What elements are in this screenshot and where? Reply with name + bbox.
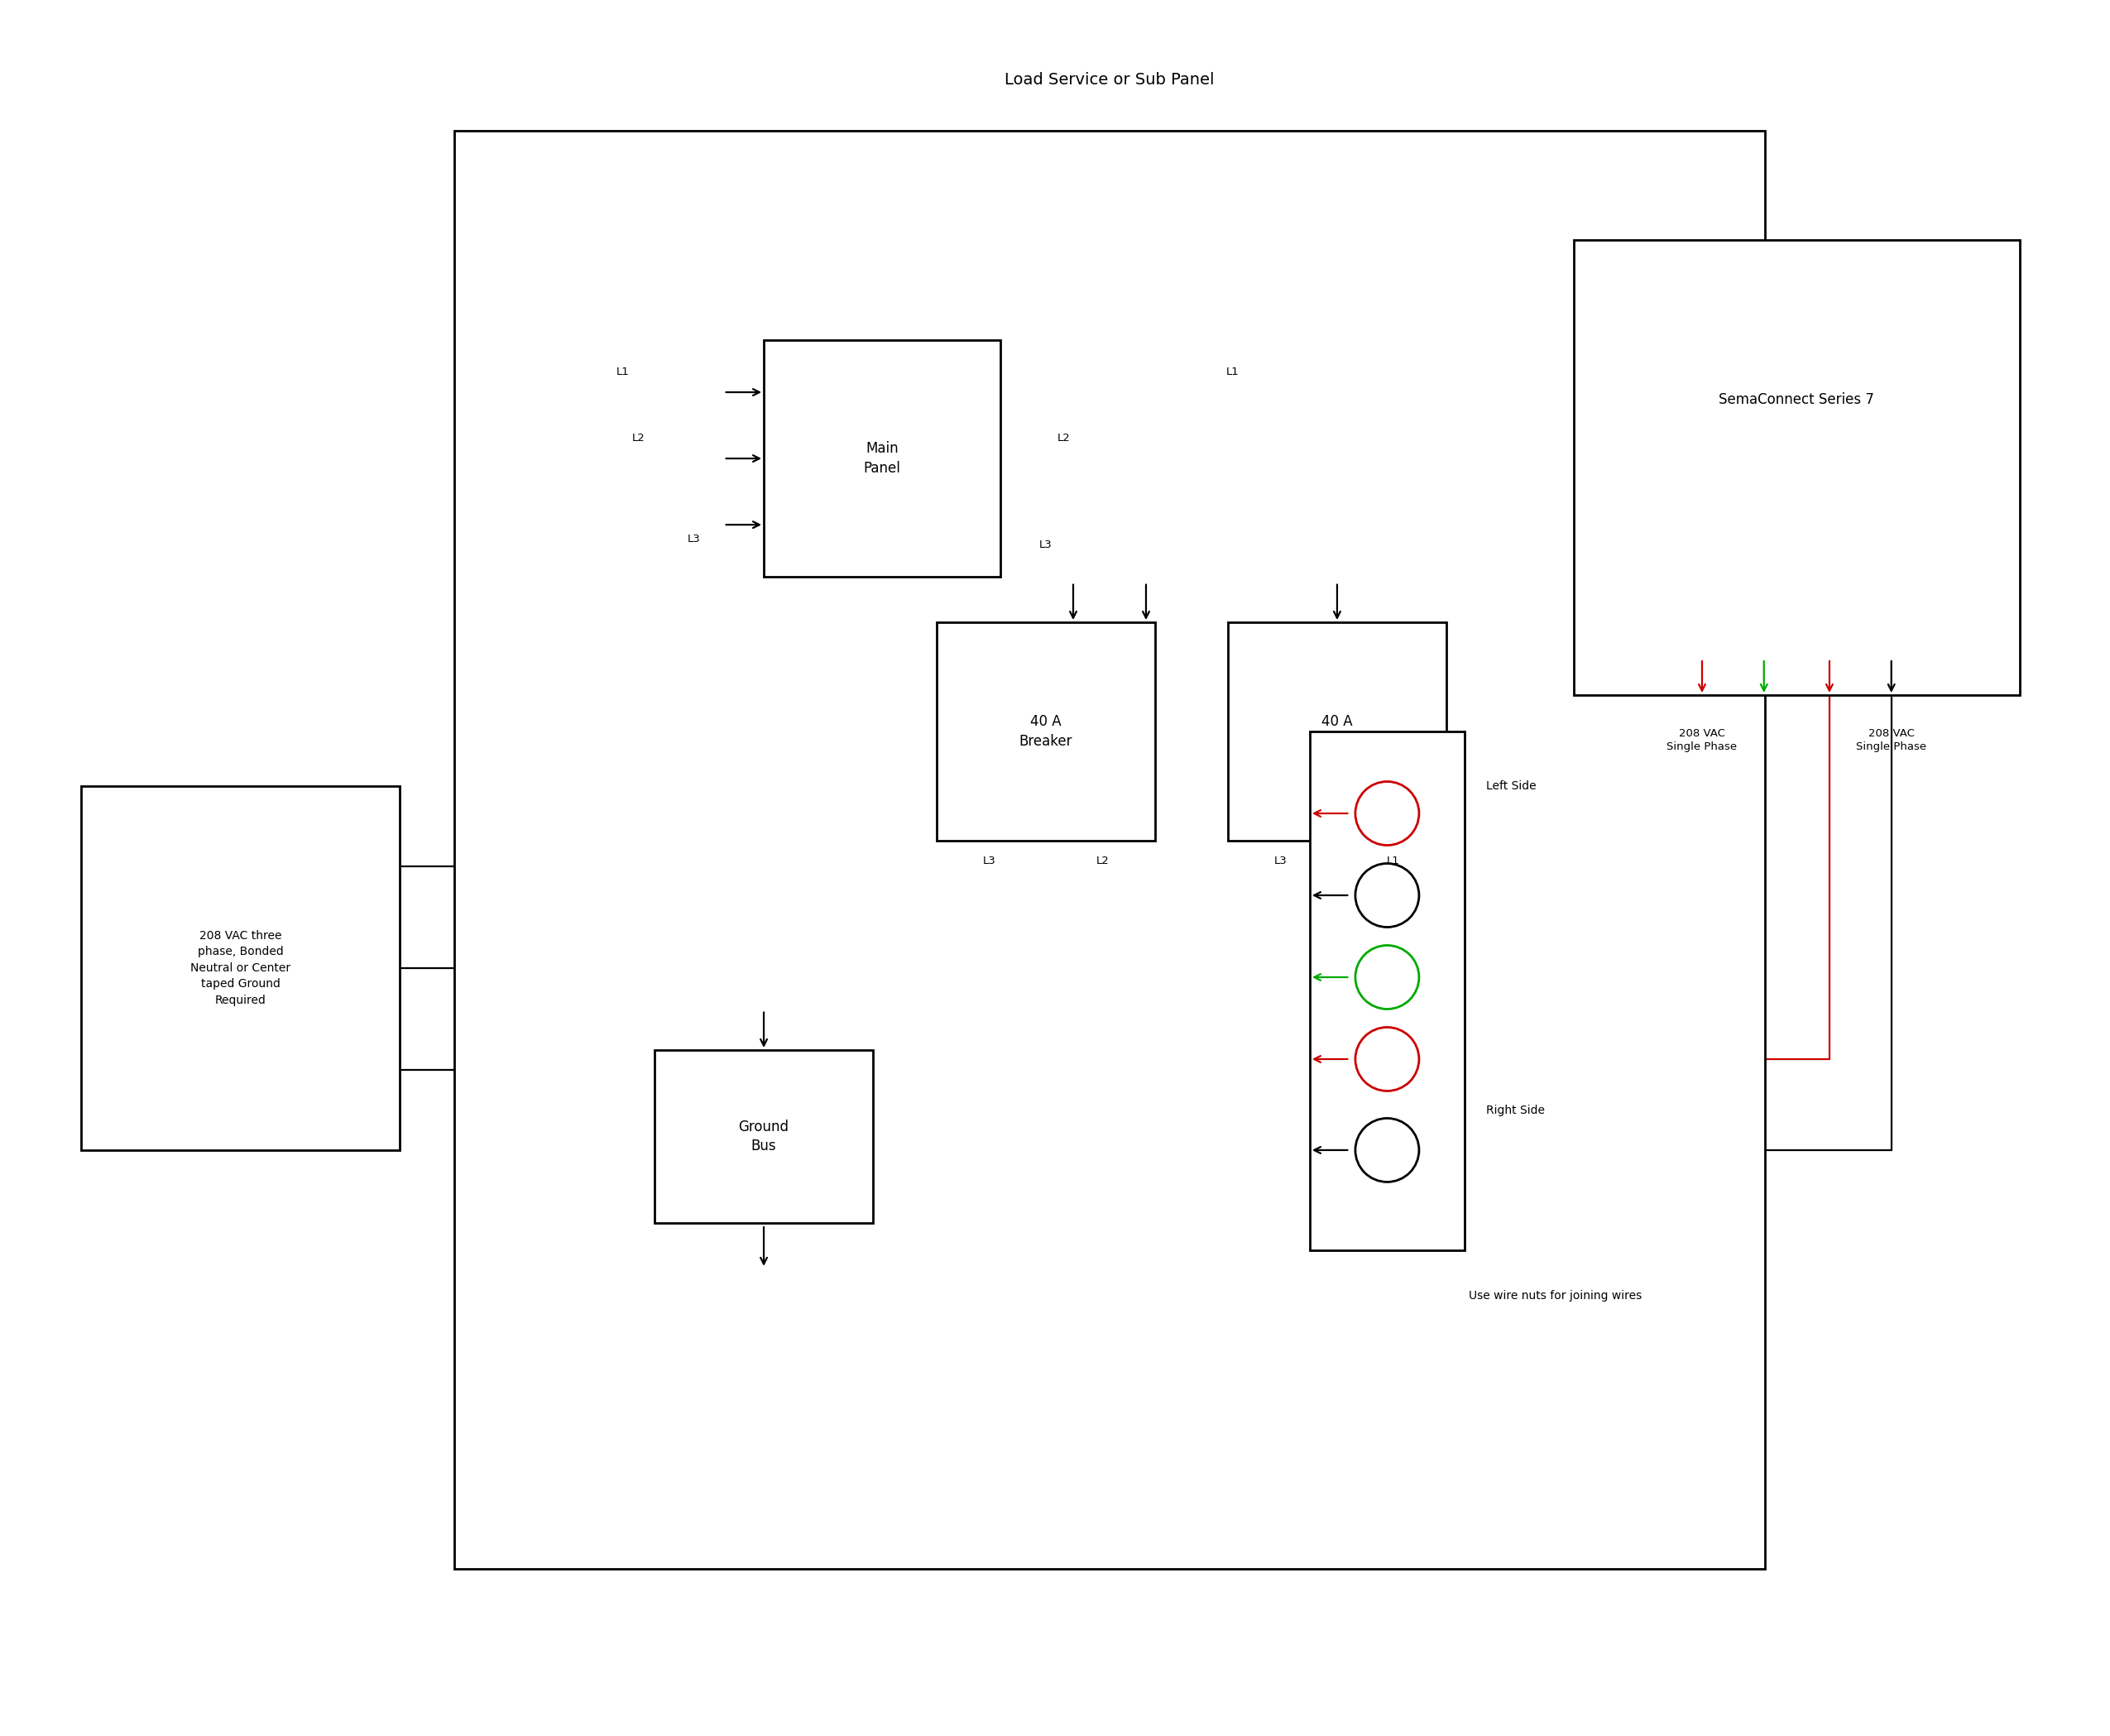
Text: Main
Panel: Main Panel — [863, 441, 901, 476]
Bar — [1574, 240, 2019, 694]
Circle shape — [1355, 781, 1420, 845]
Circle shape — [1355, 946, 1420, 1009]
Text: Right Side: Right Side — [1485, 1104, 1545, 1116]
Text: 208 VAC
Single Phase: 208 VAC Single Phase — [1667, 727, 1737, 752]
Text: 40 A
Breaker: 40 A Breaker — [1019, 713, 1072, 748]
Circle shape — [1355, 1028, 1420, 1090]
Text: Use wire nuts for joining wires: Use wire nuts for joining wires — [1469, 1290, 1642, 1302]
Bar — [1228, 621, 1445, 840]
Circle shape — [1355, 863, 1420, 927]
Text: SemaConnect Series 7: SemaConnect Series 7 — [1720, 392, 1874, 406]
Text: 208 VAC three
phase, Bonded
Neutral or Center
taped Ground
Required: 208 VAC three phase, Bonded Neutral or C… — [190, 930, 291, 1007]
Text: L3: L3 — [983, 856, 996, 866]
Text: L3: L3 — [1040, 540, 1053, 550]
Bar — [937, 621, 1154, 840]
Text: L2: L2 — [1057, 434, 1070, 444]
Text: Left Side: Left Side — [1485, 779, 1536, 792]
Text: Load Service or Sub Panel: Load Service or Sub Panel — [1004, 71, 1215, 89]
Text: L2: L2 — [631, 434, 646, 444]
Text: L1: L1 — [616, 366, 629, 378]
Bar — [454, 130, 1764, 1569]
Text: L1: L1 — [1226, 366, 1239, 378]
Bar — [764, 340, 1000, 576]
Bar — [82, 786, 399, 1151]
Circle shape — [1355, 1118, 1420, 1182]
Text: L2: L2 — [1095, 856, 1108, 866]
Text: L1: L1 — [1386, 856, 1401, 866]
Bar — [654, 1050, 874, 1222]
Text: 208 VAC
Single Phase: 208 VAC Single Phase — [1857, 727, 1926, 752]
Text: 40 A
Breaker: 40 A Breaker — [1310, 713, 1363, 748]
Text: L3: L3 — [688, 535, 701, 545]
Text: L3: L3 — [1274, 856, 1287, 866]
Bar — [1310, 731, 1464, 1250]
Text: Ground
Bus: Ground Bus — [738, 1120, 789, 1154]
